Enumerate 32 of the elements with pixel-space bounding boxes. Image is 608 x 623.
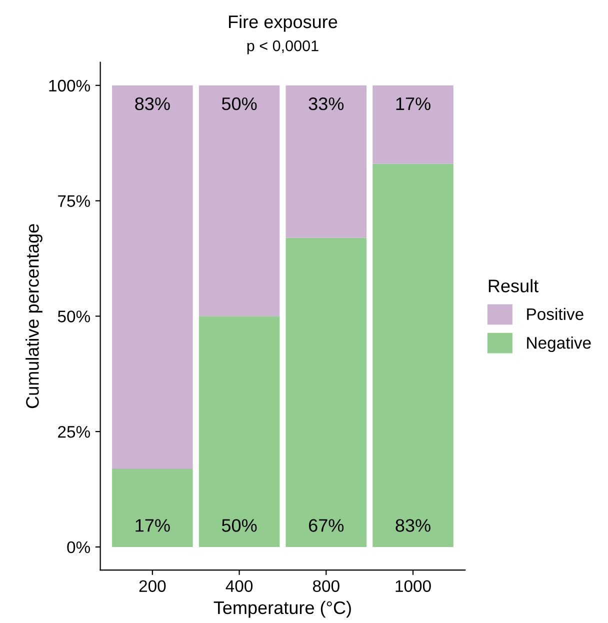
x-axis-title: Temperature (°C)	[214, 600, 351, 618]
x-tick-label: 800	[312, 580, 340, 592]
bar	[372, 85, 454, 164]
y-tick-label: 50%	[58, 310, 90, 322]
y-axis-title: Cumulative percentage	[26, 224, 42, 408]
chart-title: Fire exposure	[229, 14, 338, 32]
bar	[112, 85, 193, 468]
data-label: 17%	[396, 97, 430, 110]
x-tick-label: 400	[226, 580, 253, 592]
data-label: 83%	[135, 97, 170, 110]
bar	[372, 164, 454, 547]
bar	[198, 85, 280, 316]
y-tick-label: 0%	[67, 541, 90, 554]
data-label: 17%	[136, 519, 170, 532]
bar	[286, 238, 367, 547]
data-label: 50%	[222, 519, 257, 532]
legend-label: Positive	[527, 308, 584, 320]
y-tick-label: 100%	[49, 80, 90, 92]
chart-subtitle: p < 0,0001	[247, 40, 318, 54]
y-tick-label: 75%	[58, 195, 90, 207]
data-label: 50%	[222, 97, 257, 110]
x-tick-label: 1000	[396, 580, 431, 592]
bar	[198, 316, 280, 547]
legend-title: Result	[488, 279, 538, 292]
y-tick-label: 25%	[58, 426, 90, 438]
x-tick-label: 200	[139, 580, 166, 592]
legend-label: Negative	[527, 336, 591, 352]
data-label: 83%	[396, 519, 430, 532]
bar	[286, 85, 367, 238]
bar	[112, 468, 193, 547]
data-label: 67%	[308, 519, 344, 532]
data-label: 33%	[308, 97, 344, 110]
